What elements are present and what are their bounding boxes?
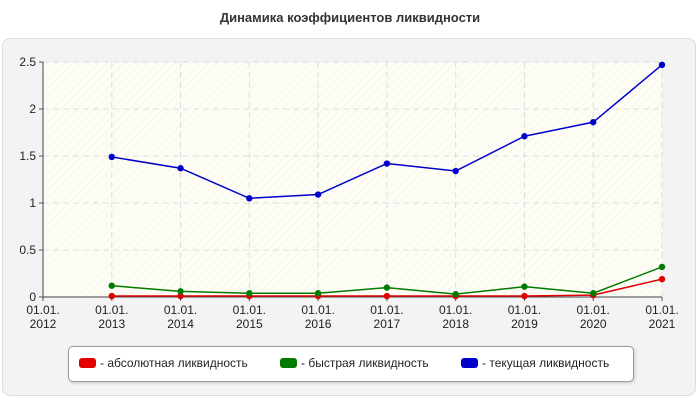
- x-tick-label-line2: 2012: [30, 317, 57, 331]
- x-tick-label-line2: 2015: [236, 317, 263, 331]
- data-point-current[interactable]: [108, 153, 115, 161]
- data-point-absolute[interactable]: [383, 292, 391, 300]
- x-tick-label-line2: 2017: [374, 317, 401, 331]
- data-point-quick[interactable]: [246, 290, 253, 297]
- data-point-current[interactable]: [658, 61, 666, 69]
- data-point-current[interactable]: [246, 195, 253, 202]
- x-tick-label-line2: 2019: [511, 317, 538, 331]
- data-point-quick[interactable]: [658, 263, 666, 271]
- x-tick-label-line1: 01.01.: [577, 303, 610, 317]
- data-point-current[interactable]: [452, 167, 459, 175]
- tick-label-layer: 00.511.522.501.01.201201.01.201301.01.20…: [19, 55, 678, 331]
- x-tick-label-line2: 2016: [305, 317, 332, 331]
- y-tick-label: 1: [29, 196, 36, 210]
- data-point-current[interactable]: [314, 191, 322, 198]
- legend-label-current: - текущая ликвидность: [482, 356, 610, 370]
- y-tick-label: 1.5: [19, 149, 36, 163]
- legend-label-absolute: - абсолютная ликвидность: [100, 356, 248, 370]
- legend-item-current[interactable]: - текущая ликвидность: [461, 356, 609, 370]
- series-layer: [108, 61, 666, 300]
- data-point-quick[interactable]: [521, 283, 528, 290]
- data-point-quick[interactable]: [314, 290, 322, 297]
- x-tick-label-line2: 2018: [442, 317, 469, 331]
- legend: - абсолютная ликвидность - быстрая ликви…: [68, 346, 634, 382]
- x-tick-label-line1: 01.01.: [370, 303, 403, 317]
- legend-swatch-absolute: [79, 358, 96, 368]
- data-point-absolute[interactable]: [521, 292, 528, 300]
- data-point-quick[interactable]: [383, 284, 391, 291]
- x-tick-label-line1: 01.01.: [95, 303, 128, 317]
- legend-label-quick: - быстрая ликвидность: [301, 356, 429, 370]
- y-tick-label: 0: [29, 290, 36, 304]
- data-point-absolute[interactable]: [177, 292, 184, 300]
- data-point-absolute[interactable]: [658, 275, 666, 283]
- x-tick-label-line1: 01.01.: [26, 303, 59, 317]
- data-point-quick[interactable]: [452, 290, 459, 298]
- data-point-absolute[interactable]: [108, 292, 115, 300]
- legend-swatch-current: [461, 358, 478, 368]
- data-point-current[interactable]: [383, 160, 391, 167]
- chart-title: Динамика коэффициентов ликвидности: [219, 10, 481, 25]
- data-point-quick[interactable]: [108, 282, 115, 289]
- x-tick-label-line2: 2014: [167, 317, 194, 331]
- data-point-quick[interactable]: [177, 288, 184, 295]
- x-tick-label-line1: 01.01.: [164, 303, 197, 317]
- x-tick-label-line2: 2013: [98, 317, 125, 331]
- grid-layer: [43, 61, 663, 297]
- legend-item-quick[interactable]: - быстрая ликвидность: [280, 356, 429, 370]
- x-tick-label-line2: 2021: [649, 317, 676, 331]
- x-tick-label-line1: 01.01.: [233, 303, 266, 317]
- x-tick-label-line1: 01.01.: [508, 303, 541, 317]
- data-point-quick[interactable]: [590, 290, 597, 297]
- y-tick-label: 2: [29, 102, 36, 116]
- data-point-current[interactable]: [590, 118, 597, 126]
- x-tick-label-line1: 01.01.: [301, 303, 334, 317]
- legend-item-absolute[interactable]: - абсолютная ликвидность: [79, 356, 248, 370]
- y-tick-label: 0.5: [19, 243, 36, 257]
- y-tick-label: 2.5: [19, 55, 36, 69]
- x-tick-label-line2: 2020: [580, 317, 607, 331]
- data-point-current[interactable]: [177, 165, 184, 172]
- legend-swatch-quick: [280, 358, 297, 368]
- x-tick-label-line1: 01.01.: [439, 303, 472, 317]
- x-tick-label-line1: 01.01.: [645, 303, 678, 317]
- data-point-current[interactable]: [521, 133, 528, 140]
